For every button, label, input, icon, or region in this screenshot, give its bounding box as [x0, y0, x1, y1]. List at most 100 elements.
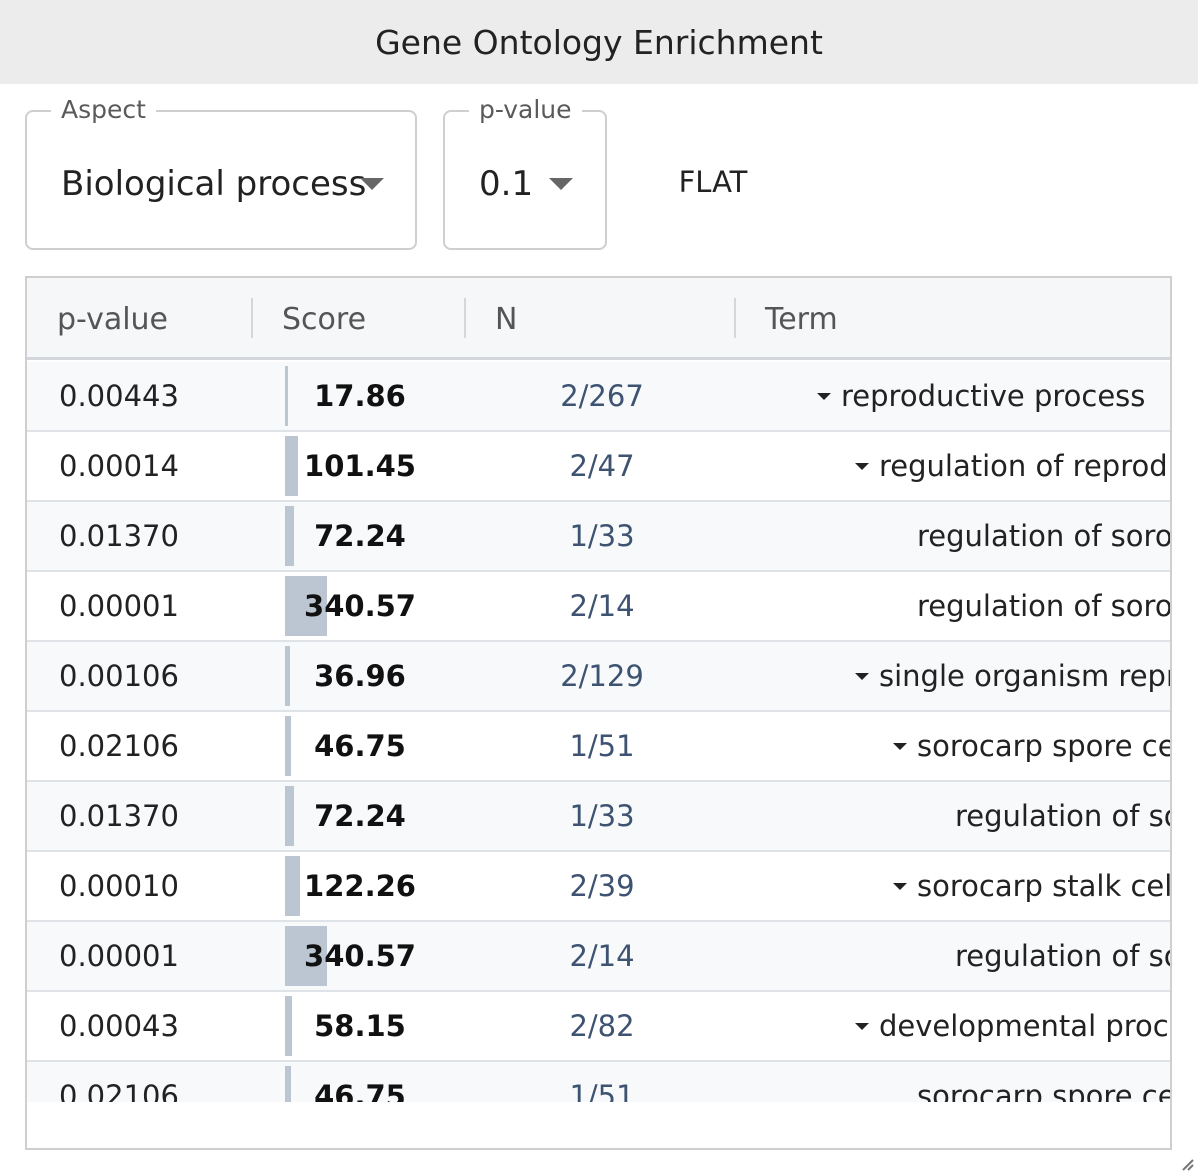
pvalue-cell: 0.00106	[59, 659, 179, 693]
score-bar	[285, 716, 291, 776]
score-bar	[285, 996, 292, 1056]
score-bar	[285, 926, 327, 986]
column-header-n[interactable]: N	[495, 301, 518, 337]
enrichment-table: p-value Score N Term 0.00443 17.86 2/267 re…	[25, 276, 1172, 1150]
table-row[interactable]: 0.00043 58.15 2/82 developmental process	[27, 992, 1170, 1062]
caret-down-icon[interactable]	[817, 392, 831, 400]
table-body[interactable]: 0.00443 17.86 2/267 reproductive process 0.0…	[27, 362, 1172, 1102]
n-cell: 1/51	[569, 729, 635, 763]
caret-down-icon[interactable]	[893, 742, 907, 750]
table-row[interactable]: 0.00001 340.57 2/14 regulation of sorocarp …	[27, 922, 1170, 992]
pvalue-cell: 0.00014	[59, 449, 179, 483]
term-cell: sorocarp spore cell differentiation	[727, 712, 1170, 780]
score-cell: 46.75	[314, 1079, 406, 1102]
pvalue-cell: 0.00001	[59, 589, 179, 623]
term-label: developmental process	[879, 1009, 1170, 1043]
n-cell: 1/33	[569, 519, 635, 553]
term-label: regulation of reproductive process	[879, 449, 1170, 483]
term-cell: regulation of sorocarp stalk cell differ…	[727, 572, 1172, 640]
term-label: single organism reproductive process	[879, 659, 1170, 693]
pvalue-cell: 0.01370	[59, 519, 179, 553]
table-header: p-value Score N Term	[27, 278, 1170, 360]
n-cell: 1/51	[569, 1079, 635, 1102]
aspect-label: Aspect	[51, 95, 156, 125]
score-bar	[285, 856, 300, 916]
score-cell: 122.26	[304, 869, 416, 903]
pvalue-cell: 0.02106	[59, 729, 179, 763]
term-label: sorocarp spore cell differentiation	[917, 1079, 1170, 1102]
column-divider[interactable]	[251, 298, 253, 338]
column-divider[interactable]	[734, 298, 736, 338]
caret-down-icon[interactable]	[893, 882, 907, 890]
table-row[interactable]: 0.01370 72.24 1/33 regulation of sorocarp s…	[27, 782, 1170, 852]
pvalue-label: p-value	[469, 95, 582, 125]
score-cell: 340.57	[304, 589, 416, 623]
n-cell: 2/129	[560, 659, 644, 693]
aspect-value: Biological process	[61, 164, 367, 204]
term-cell: sorocarp stalk cell differentiation	[727, 852, 1172, 920]
resize-grip-icon[interactable]	[1180, 1157, 1194, 1171]
n-cell: 2/82	[569, 1009, 635, 1043]
pvalue-cell: 0.01370	[59, 799, 179, 833]
pvalue-cell: 0.00043	[59, 1009, 179, 1043]
flat-button[interactable]: FLAT	[678, 165, 748, 199]
score-bar	[285, 506, 294, 566]
aspect-select[interactable]: Aspect Biological process	[25, 95, 417, 250]
score-bar	[285, 576, 327, 636]
score-bar	[285, 1066, 291, 1102]
pvalue-select[interactable]: p-value 0.1	[443, 95, 607, 250]
column-header-score[interactable]: Score	[282, 301, 367, 337]
pvalue-cell: 0.02106	[59, 1079, 179, 1102]
caret-down-icon[interactable]	[855, 672, 869, 680]
column-header-term[interactable]: Term	[765, 301, 838, 337]
term-cell: reproductive process	[727, 362, 1170, 430]
n-cell: 2/14	[569, 939, 635, 973]
caret-down-icon[interactable]	[855, 1022, 869, 1030]
table-row[interactable]: 0.02106 46.75 1/51 sorocarp spore cell diff…	[27, 712, 1170, 782]
caret-down-icon[interactable]	[855, 462, 869, 470]
column-divider[interactable]	[464, 298, 466, 338]
term-cell: sorocarp spore cell differentiation	[727, 1062, 1170, 1102]
term-cell: regulation of reproductive process	[727, 432, 1170, 500]
score-cell: 340.57	[304, 939, 416, 973]
column-header-pvalue[interactable]: p-value	[57, 301, 169, 337]
term-cell: single organism reproductive process	[727, 642, 1170, 710]
n-cell: 2/14	[569, 589, 635, 623]
term-label: regulation of sorocarp stalk cell differ…	[917, 589, 1172, 623]
score-bar	[285, 436, 298, 496]
table-row[interactable]: 0.02106 46.75 1/51 sorocarp spore cell diff…	[27, 1062, 1170, 1102]
table-row[interactable]: 0.00106 36.96 2/129 single organism reprodu…	[27, 642, 1170, 712]
pvalue-cell: 0.00010	[59, 869, 179, 903]
term-label: regulation of sorocarp stalk cell differ…	[955, 939, 1170, 973]
table-row[interactable]: 0.00010 122.26 2/39 sorocarp stalk cell dif…	[27, 852, 1172, 922]
score-bar	[285, 366, 288, 426]
score-cell: 36.96	[314, 659, 406, 693]
table-row[interactable]: 0.00443 17.86 2/267 reproductive process	[27, 362, 1170, 432]
chevron-down-icon	[549, 178, 573, 190]
score-cell: 72.24	[314, 519, 406, 553]
n-cell: 1/33	[569, 799, 635, 833]
score-cell: 72.24	[314, 799, 406, 833]
term-cell: regulation of sorocarp spore cell differ…	[727, 782, 1170, 850]
score-cell: 58.15	[314, 1009, 406, 1043]
table-row[interactable]: 0.01370 72.24 1/33 regulation of sorocarp s…	[27, 502, 1172, 572]
pvalue-value: 0.1	[479, 164, 534, 204]
table-row[interactable]: 0.00001 340.57 2/14 regulation of sorocarp …	[27, 572, 1172, 642]
term-label: sorocarp stalk cell differentiation	[917, 869, 1172, 903]
pvalue-cell: 0.00001	[59, 939, 179, 973]
table-row[interactable]: 0.00014 101.45 2/47 regulation of reproduct…	[27, 432, 1170, 502]
chevron-down-icon	[360, 178, 384, 190]
term-label: sorocarp spore cell differentiation	[917, 729, 1170, 763]
n-cell: 2/39	[569, 869, 635, 903]
pvalue-cell: 0.00443	[59, 379, 179, 413]
window-title: Gene Ontology Enrichment	[0, 0, 1198, 84]
term-cell: developmental process	[727, 992, 1170, 1060]
term-label: regulation of sorocarp spore cell differ…	[917, 519, 1172, 553]
score-cell: 46.75	[314, 729, 406, 763]
term-cell: regulation of sorocarp spore cell differ…	[727, 502, 1172, 570]
score-bar	[285, 786, 294, 846]
score-cell: 17.86	[314, 379, 406, 413]
n-cell: 2/47	[569, 449, 635, 483]
term-label: reproductive process	[841, 379, 1146, 413]
n-cell: 2/267	[560, 379, 644, 413]
